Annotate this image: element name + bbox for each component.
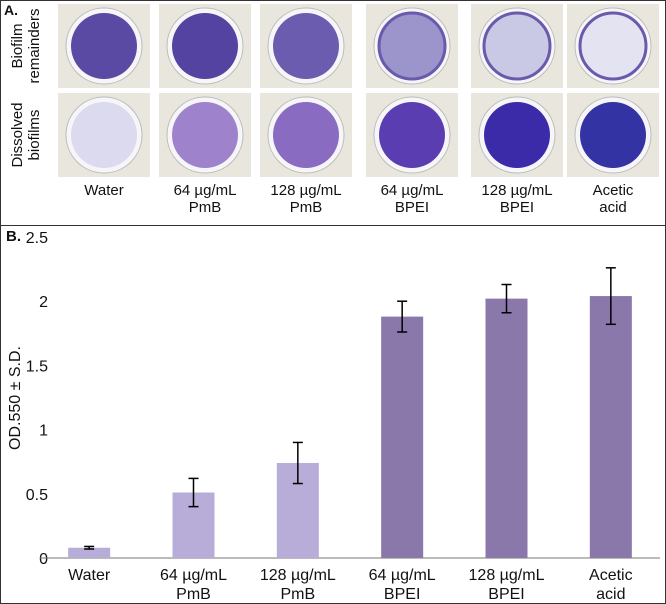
column-label: 64 µg/mL PmB <box>173 182 237 216</box>
x-tick-label: 64 µg/mL PmB <box>159 567 228 603</box>
well <box>172 13 238 79</box>
x-tick-label: 128 µg/mL BPEI <box>468 567 545 603</box>
well <box>484 102 550 168</box>
row-label: Biofilm remainders <box>9 8 43 84</box>
y-tick-label: 0.5 <box>26 487 48 504</box>
y-tick-label: 2 <box>39 294 48 311</box>
row-label: Dissolved biofilms <box>9 102 43 168</box>
bar <box>589 296 632 558</box>
y-tick-label: 0 <box>39 551 48 568</box>
column-label: Water <box>84 182 124 199</box>
well <box>273 102 339 168</box>
y-tick-label: 1.5 <box>26 358 48 375</box>
bar <box>68 547 111 558</box>
y-tick-label: 2.5 <box>26 230 48 247</box>
column-label: 64 µg/mL BPEI <box>380 182 444 216</box>
x-tick-label: Water <box>68 567 111 584</box>
well <box>580 102 646 168</box>
x-tick-label: 64 µg/mL BPEI <box>368 567 436 603</box>
bar <box>381 316 424 558</box>
well <box>71 13 137 79</box>
column-label: 128 µg/mL PmB <box>270 182 342 216</box>
panel-a-label: A. <box>4 2 18 18</box>
well <box>377 11 447 81</box>
column-label: Acetic acid <box>592 182 634 216</box>
well-photos <box>58 4 659 177</box>
well <box>482 11 552 81</box>
y-axis-title: OD.550 ± S.D. <box>7 346 24 450</box>
x-tick-label: 128 µg/mL PmB <box>259 567 336 603</box>
x-tick-label: Acetic acid <box>589 567 633 603</box>
well <box>273 13 339 79</box>
well <box>379 102 445 168</box>
y-tick-label: 1 <box>39 423 48 440</box>
well <box>172 102 238 168</box>
well <box>71 102 137 168</box>
well <box>578 11 648 81</box>
panel-b-label: B. <box>6 228 21 245</box>
column-label: 128 µg/mL BPEI <box>481 182 553 216</box>
bar <box>485 298 528 558</box>
